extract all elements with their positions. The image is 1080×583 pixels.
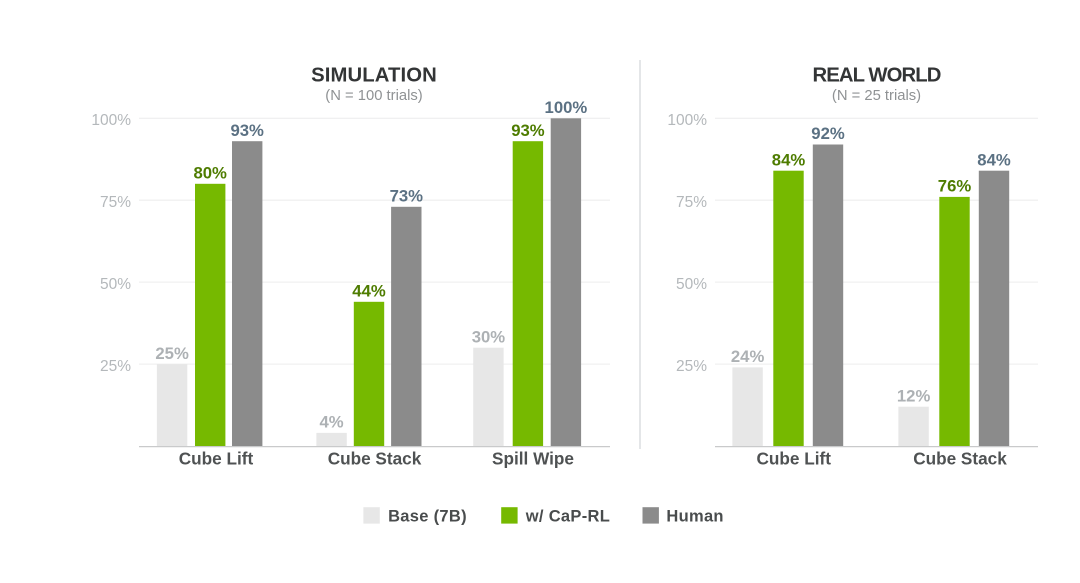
svg-text:Cube Lift: Cube Lift: [179, 449, 254, 469]
svg-text:Base (7B): Base (7B): [388, 508, 467, 526]
svg-text:75%: 75%: [676, 194, 707, 211]
svg-text:30%: 30%: [472, 327, 506, 346]
svg-text:Spill Wipe: Spill Wipe: [492, 449, 574, 469]
svg-text:44%: 44%: [352, 282, 386, 301]
svg-text:25%: 25%: [155, 344, 189, 363]
svg-text:(N = 100 trials): (N = 100 trials): [325, 88, 423, 104]
svg-text:50%: 50%: [676, 276, 707, 293]
svg-text:76%: 76%: [938, 177, 972, 196]
svg-text:4%: 4%: [320, 413, 344, 432]
svg-text:25%: 25%: [676, 358, 707, 375]
svg-text:(N = 25 trials): (N = 25 trials): [832, 88, 921, 104]
svg-text:w/ CaP-RL: w/ CaP-RL: [525, 508, 610, 526]
svg-text:92%: 92%: [811, 124, 845, 143]
svg-text:80%: 80%: [193, 164, 227, 183]
svg-text:84%: 84%: [977, 150, 1011, 169]
svg-text:Cube Lift: Cube Lift: [756, 449, 831, 469]
svg-text:25%: 25%: [100, 358, 131, 375]
svg-text:93%: 93%: [511, 121, 545, 140]
svg-text:Human: Human: [666, 508, 723, 526]
svg-text:100%: 100%: [545, 98, 588, 117]
svg-text:50%: 50%: [100, 276, 131, 293]
svg-text:100%: 100%: [91, 112, 131, 129]
svg-text:SIMULATION: SIMULATION: [311, 64, 437, 86]
svg-text:73%: 73%: [390, 187, 424, 206]
svg-text:93%: 93%: [230, 121, 264, 140]
svg-text:84%: 84%: [772, 150, 806, 169]
svg-text:REAL WORLD: REAL WORLD: [812, 64, 940, 86]
svg-text:75%: 75%: [100, 194, 131, 211]
svg-text:24%: 24%: [731, 347, 765, 366]
svg-text:Cube Stack: Cube Stack: [913, 449, 1007, 469]
svg-text:100%: 100%: [667, 112, 707, 129]
svg-text:12%: 12%: [897, 386, 931, 405]
svg-text:Cube Stack: Cube Stack: [328, 449, 422, 469]
